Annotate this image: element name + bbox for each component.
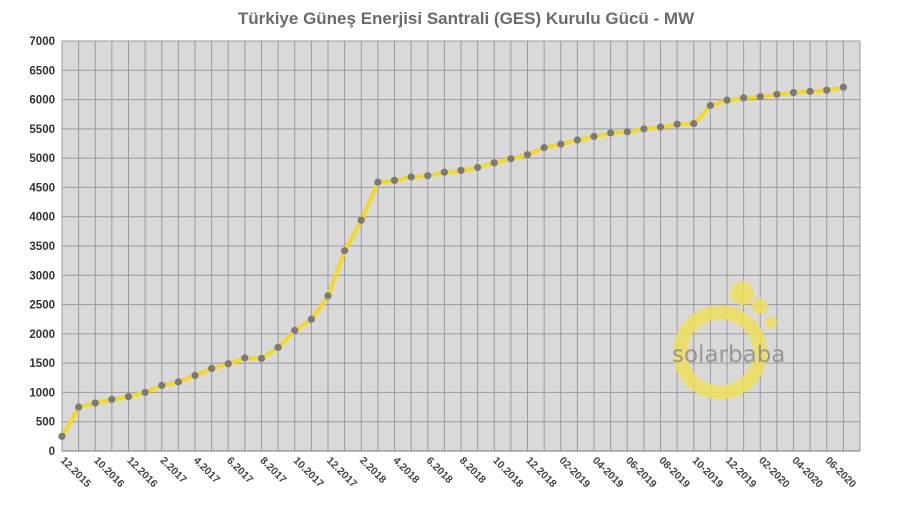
y-tick-label: 3000 [29, 270, 55, 282]
data-point [656, 123, 665, 131]
data-point [141, 388, 149, 397]
x-tick-label: 8.2018 [457, 455, 488, 486]
data-point [457, 166, 465, 175]
x-tick-label: 06-2020 [823, 455, 859, 491]
y-tick-label: 6500 [29, 65, 55, 77]
data-point [590, 132, 598, 141]
data-point [341, 247, 349, 255]
data-point [607, 129, 615, 137]
data-point [723, 96, 731, 104]
x-tick-label: 2.2017 [158, 455, 189, 486]
data-point [623, 128, 631, 136]
data-point [773, 90, 781, 98]
y-tick-label: 4000 [29, 212, 55, 224]
data-point [407, 173, 415, 181]
data-point [274, 343, 282, 351]
data-point [91, 399, 99, 407]
data-point [324, 292, 332, 300]
data-point [673, 120, 681, 128]
x-tick-label: 2.2018 [357, 455, 388, 486]
y-tick-label: 2000 [29, 329, 55, 341]
x-tick-label: 10-2019 [690, 455, 726, 491]
x-tick-label: 08-2019 [656, 455, 692, 491]
x-tick-label: 10.2017 [291, 455, 326, 490]
data-point [740, 94, 748, 102]
data-point [690, 119, 698, 128]
x-tick-label: 4.2017 [191, 455, 222, 486]
data-point [174, 378, 182, 386]
data-point [191, 371, 199, 380]
solarbaba-logo: solarbaba [672, 281, 785, 399]
x-tick-label: 02-2020 [756, 455, 792, 491]
data-point [390, 176, 399, 184]
data-point [224, 360, 232, 368]
x-tick-label: 4.2018 [390, 455, 421, 486]
data-point [640, 125, 648, 133]
y-tick-label: 5000 [29, 153, 55, 165]
x-tick-label: 04-2019 [590, 455, 626, 491]
x-tick-label: 12.2018 [523, 455, 558, 490]
data-point [58, 432, 66, 440]
data-point [357, 216, 365, 224]
data-point [374, 178, 382, 186]
data-point [839, 83, 847, 91]
data-point [474, 163, 482, 172]
x-tick-label: 12-2019 [723, 455, 759, 491]
data-point [823, 86, 831, 94]
data-point [490, 159, 498, 167]
y-tick-label: 7000 [29, 36, 55, 48]
x-tick-label: 06-2019 [623, 455, 659, 491]
x-tick-label: 12.2017 [324, 455, 359, 490]
x-tick-label: 10.2016 [91, 455, 126, 490]
y-tick-label: 6000 [29, 95, 55, 107]
data-point [208, 364, 216, 373]
x-tick-label: 6.2017 [224, 455, 255, 486]
watermark-text: solarbaba [672, 342, 785, 368]
watermark-dot [730, 281, 754, 305]
x-tick-label: 02-2019 [557, 455, 593, 491]
x-tick-label: 12.2015 [58, 455, 93, 490]
data-point [241, 354, 249, 362]
data-point [573, 136, 581, 144]
data-point [557, 140, 565, 148]
y-tick-label: 4500 [29, 182, 55, 194]
data-point [291, 326, 299, 334]
x-tick-label: 8.2017 [257, 455, 288, 486]
data-point [124, 392, 133, 401]
data-point [158, 381, 166, 389]
data-point [307, 315, 315, 323]
y-tick-label: 1500 [29, 358, 55, 370]
data-point [706, 101, 714, 110]
y-tick-label: 1000 [29, 387, 55, 399]
data-point [75, 403, 83, 411]
data-point [507, 155, 515, 163]
chart-title: Türkiye Güneş Enerjisi Santrali (GES) Ku… [238, 9, 695, 28]
watermark-dot [765, 316, 777, 328]
data-point [440, 168, 448, 176]
data-point [789, 88, 798, 97]
data-point [806, 87, 814, 95]
watermark-ring [673, 305, 767, 399]
y-tick-label: 5500 [29, 124, 55, 136]
y-tick-label: 0 [49, 446, 55, 458]
x-tick-label: 12.2016 [124, 455, 159, 490]
x-tick-label: 6.2018 [424, 455, 455, 486]
x-tick-label: 10.2018 [490, 455, 525, 490]
x-tick-label: 04-2020 [789, 455, 825, 491]
data-point [424, 172, 432, 180]
y-tick-label: 3500 [29, 241, 55, 253]
data-point [756, 93, 764, 101]
watermark-dot [752, 298, 768, 314]
data-point [257, 354, 266, 363]
y-tick-label: 2500 [29, 300, 55, 312]
data-point [540, 144, 548, 152]
y-tick-label: 500 [36, 417, 55, 429]
data-point [108, 395, 116, 404]
data-point [523, 151, 532, 159]
